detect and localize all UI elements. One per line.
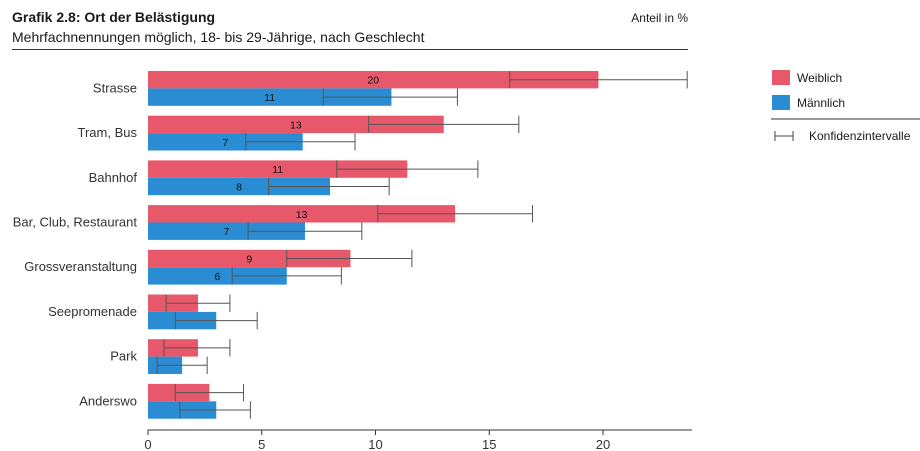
category-label: Seepromenade xyxy=(48,304,137,319)
bar-female xyxy=(148,249,351,268)
category-label: Bar, Club, Restaurant xyxy=(13,215,138,230)
data-label: 8 xyxy=(236,182,242,194)
bar-male xyxy=(148,88,392,106)
bar-male xyxy=(148,222,305,240)
category-label: Park xyxy=(110,349,137,364)
bar-male xyxy=(148,133,303,151)
data-label: 13 xyxy=(296,209,308,221)
legend-ci-icon xyxy=(774,131,794,141)
chart-title: Grafik 2.8: Ort der Belästigung xyxy=(12,9,216,25)
bar-male xyxy=(148,177,330,196)
x-tick-label: 0 xyxy=(144,437,151,451)
data-label: 6 xyxy=(214,271,220,283)
bar-female xyxy=(148,205,456,223)
bar-female xyxy=(148,71,599,89)
header-divider xyxy=(12,49,688,50)
x-tick-label: 10 xyxy=(368,437,382,451)
bar-female xyxy=(148,160,408,178)
data-label: 9 xyxy=(246,254,252,266)
legend-label-female: Weiblich xyxy=(797,71,842,85)
legend-swatch-female xyxy=(772,70,790,85)
unit-label: Anteil in % xyxy=(631,11,688,25)
chart-subtitle: Mehrfachnennungen möglich, 18- bis 29-Jä… xyxy=(12,29,425,45)
legend-swatch-male xyxy=(772,95,790,110)
data-label: 11 xyxy=(264,92,275,104)
x-tick-label: 20 xyxy=(596,437,610,451)
category-label: Anderswo xyxy=(79,393,137,408)
category-label: Grossveranstaltung xyxy=(24,259,137,274)
bar-female xyxy=(148,115,444,134)
x-tick-label: 5 xyxy=(258,437,265,451)
data-label: 7 xyxy=(222,137,228,149)
category-label: Strasse xyxy=(93,80,137,95)
legend: Weiblich Männlich Konfidenzintervalle xyxy=(771,70,920,143)
legend-label-male: Männlich xyxy=(797,96,845,110)
x-tick-label: 15 xyxy=(482,437,496,451)
data-label: 13 xyxy=(290,119,302,131)
category-label: Tram, Bus xyxy=(78,125,138,140)
data-label: 20 xyxy=(367,75,379,87)
data-label: 7 xyxy=(224,226,230,238)
bar-male xyxy=(148,267,287,285)
legend-label-ci: Konfidenzintervalle xyxy=(809,129,911,143)
category-label: Bahnhof xyxy=(89,170,138,185)
data-label: 11 xyxy=(272,164,283,176)
